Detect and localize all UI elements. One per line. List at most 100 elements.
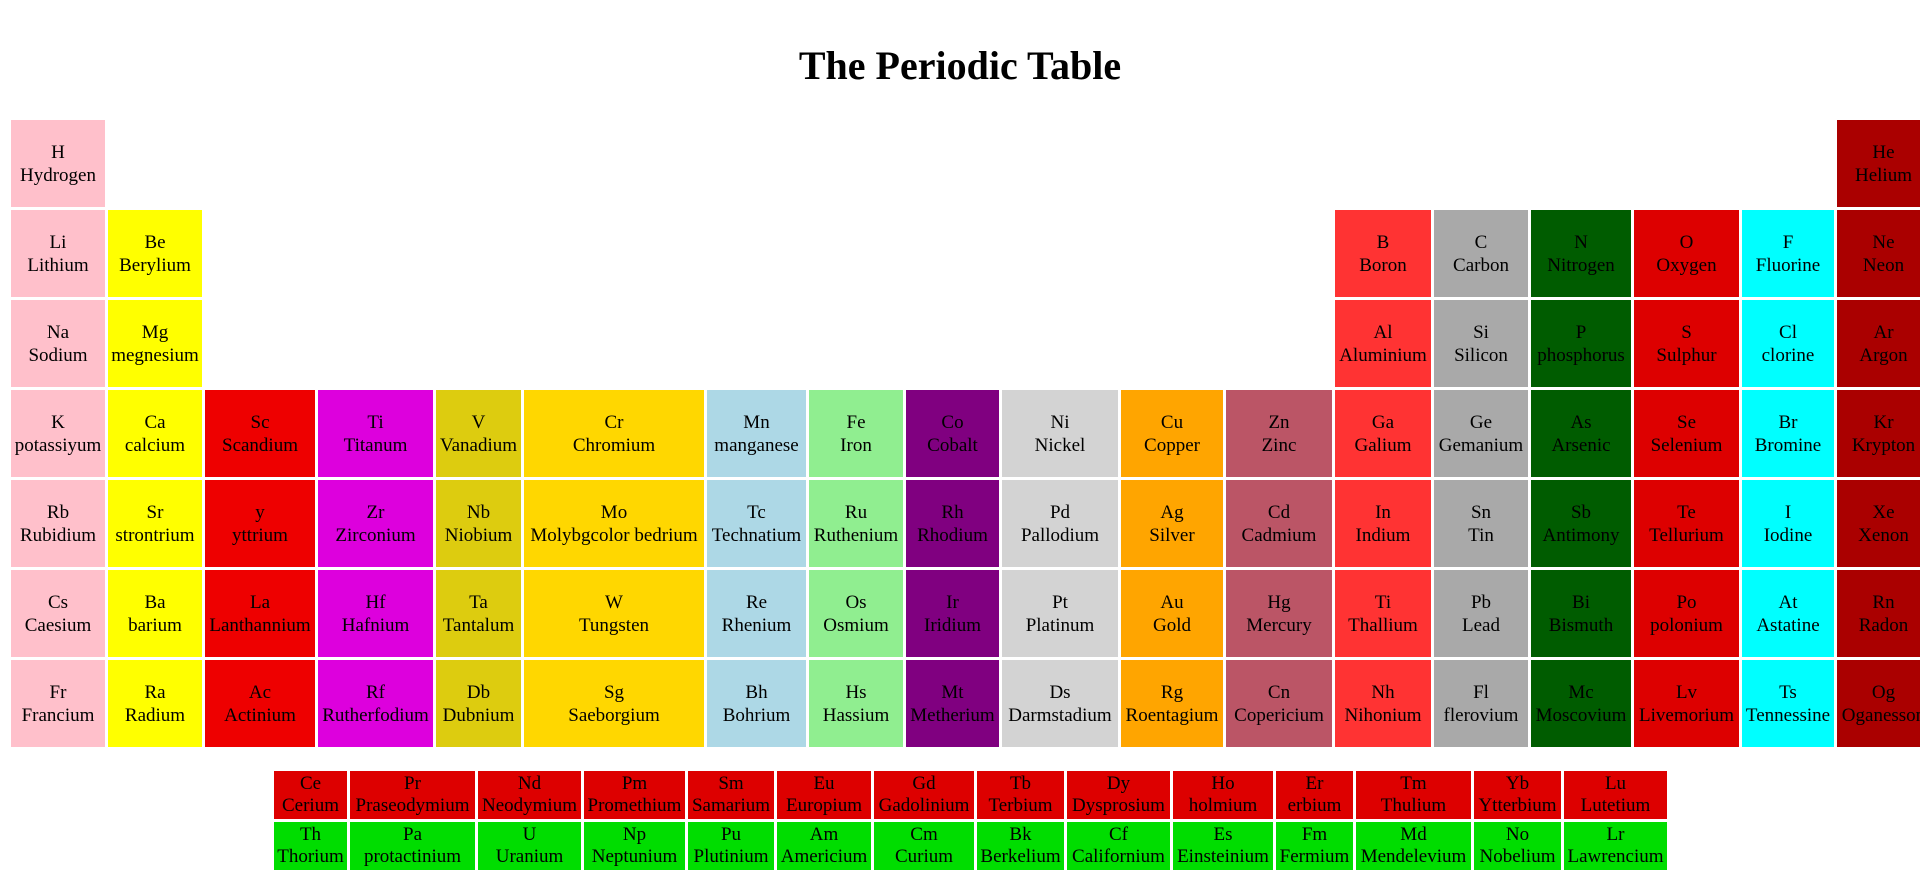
element-symbol: Lv (1675, 681, 1698, 703)
element-name: Metherium (910, 704, 995, 726)
element-name: Galium (1354, 434, 1412, 456)
element-name: Carbon (1453, 254, 1509, 276)
element-name: Neptunium (591, 846, 678, 867)
element-cell-mn: Mn manganese (707, 390, 806, 477)
element-cell-au: Au Gold (1121, 570, 1223, 657)
element-cell-lr: Lr Lawrencium (1564, 822, 1667, 870)
periodic-table-body: H Hydrogen He Helium Li Lithium Be Berylium B Bor… (11, 120, 1920, 747)
element-symbol: Sb (1570, 501, 1592, 523)
element-symbol: Ba (144, 591, 166, 613)
element-name: Selenium (1650, 434, 1723, 456)
element-symbol: Mg (141, 321, 169, 343)
element-symbol: Lr (1606, 824, 1625, 845)
element-symbol: Gd (912, 773, 936, 794)
element-name: Berkelium (980, 846, 1061, 867)
element-cell-ag: Ag Silver (1121, 480, 1223, 567)
element-cell-pt: Pt Platinum (1002, 570, 1118, 657)
element-cell-te: Te Tellurium (1634, 480, 1739, 567)
element-symbol: Ru (844, 501, 868, 523)
element-name: megnesium (111, 344, 199, 366)
element-name: Aluminium (1339, 344, 1427, 366)
element-symbol: Ti (367, 411, 384, 433)
element-cell-rh: Rh Rhodium (906, 480, 999, 567)
element-cell-la: La Lanthannium (205, 570, 315, 657)
element-cell-sn: Sn Tin (1434, 480, 1528, 567)
element-cell-th: Th Thorium (274, 822, 347, 870)
element-symbol: Ne (1872, 231, 1895, 253)
element-name: Dubnium (442, 704, 515, 726)
element-name: Oxygen (1656, 254, 1717, 276)
element-cell-lv: Lv Livemorium (1634, 660, 1739, 747)
element-symbol: Tm (1400, 773, 1427, 794)
period-row: Na Sodium Mg megnesium Al Aluminium Si Silicon P… (11, 300, 1920, 387)
element-symbol: Sg (603, 681, 625, 703)
element-symbol: Md (1400, 824, 1427, 845)
element-name: Vanadium (439, 434, 518, 456)
element-symbol: Zn (1268, 411, 1290, 433)
element-symbol: Hg (1267, 591, 1291, 613)
element-cell-ce: Ce Cerium (274, 771, 347, 819)
element-symbol: Cs (47, 591, 69, 613)
element-name: Gadolinium (878, 795, 970, 816)
element-symbol: Na (46, 321, 70, 343)
element-symbol: Ti (1374, 591, 1392, 613)
element-cell-mo: Mo Molybgcolor bedrium (524, 480, 704, 567)
element-name: Boron (1359, 254, 1407, 276)
element-cell-cn: Cn Copericium (1226, 660, 1332, 747)
element-symbol: Ta (469, 591, 488, 613)
element-cell-mt: Mt Metherium (906, 660, 999, 747)
element-symbol: Pt (1052, 591, 1068, 613)
element-name: Berylium (119, 254, 191, 276)
element-symbol: Fl (1473, 681, 1489, 703)
element-name: Ruthenium (813, 524, 899, 546)
element-name: Bohrium (722, 704, 791, 726)
element-symbol: Fe (846, 411, 866, 433)
element-cell-c: C Carbon (1434, 210, 1528, 297)
element-name: Lead (1462, 614, 1500, 636)
element-symbol: Dy (1106, 773, 1131, 794)
element-name: Einsteinium (1177, 846, 1269, 867)
element-cell-be: Be Berylium (108, 210, 202, 297)
element-cell-se: Se Selenium (1634, 390, 1739, 477)
element-name: Rhenium (721, 614, 792, 636)
element-cell-cl: Cl clorine (1742, 300, 1834, 387)
element-cell-ds: Ds Darmstadium (1002, 660, 1118, 747)
element-cell-cm: Cm Curium (874, 822, 974, 870)
element-cell-rn: Rn Radon (1837, 570, 1920, 657)
element-name: Lawrencium (1567, 846, 1664, 867)
element-name: Europium (786, 795, 862, 816)
element-name: Thallium (1348, 614, 1418, 636)
element-symbol: Cd (1267, 501, 1291, 523)
element-cell-ge: Ge Gemanium (1434, 390, 1528, 477)
element-symbol: Nd (517, 773, 542, 794)
element-cell-re: Re Rhenium (707, 570, 806, 657)
element-symbol: Be (144, 231, 166, 253)
element-cell-cd: Cd Cadmium (1226, 480, 1332, 567)
element-name: Darmstadium (1008, 704, 1112, 726)
element-cell-nb: Nb Niobium (436, 480, 521, 567)
element-name: Tin (1468, 524, 1494, 546)
element-symbol: As (1570, 411, 1592, 433)
element-cell-hf: Hf Hafnium (318, 570, 433, 657)
element-cell-zr: Zr Zirconium (318, 480, 433, 567)
element-cell-ir: Ir Iridium (906, 570, 999, 657)
element-cell-md: Md Mendelevium (1356, 822, 1471, 870)
element-symbol: Si (1473, 321, 1489, 343)
element-symbol: Nh (1371, 681, 1395, 703)
element-name: Thorium (277, 846, 344, 867)
element-symbol: Er (1305, 773, 1324, 794)
element-name: Rutherfodium (322, 704, 429, 726)
element-name: Terbium (988, 795, 1053, 816)
element-name: Cadmium (1241, 524, 1317, 546)
element-cell-in: In Indium (1335, 480, 1431, 567)
element-cell-mg: Mg megnesium (108, 300, 202, 387)
element-symbol: Zr (366, 501, 385, 523)
element-symbol: Og (1871, 681, 1896, 703)
element-name: Nihonium (1344, 704, 1422, 726)
element-cell-pa: Pa protactinium (350, 822, 475, 870)
element-cell-pd: Pd Pallodium (1002, 480, 1118, 567)
element-name: Tungsten (578, 614, 650, 636)
element-symbol: Rh (941, 501, 964, 523)
element-cell-sc: Sc Scandium (205, 390, 315, 477)
